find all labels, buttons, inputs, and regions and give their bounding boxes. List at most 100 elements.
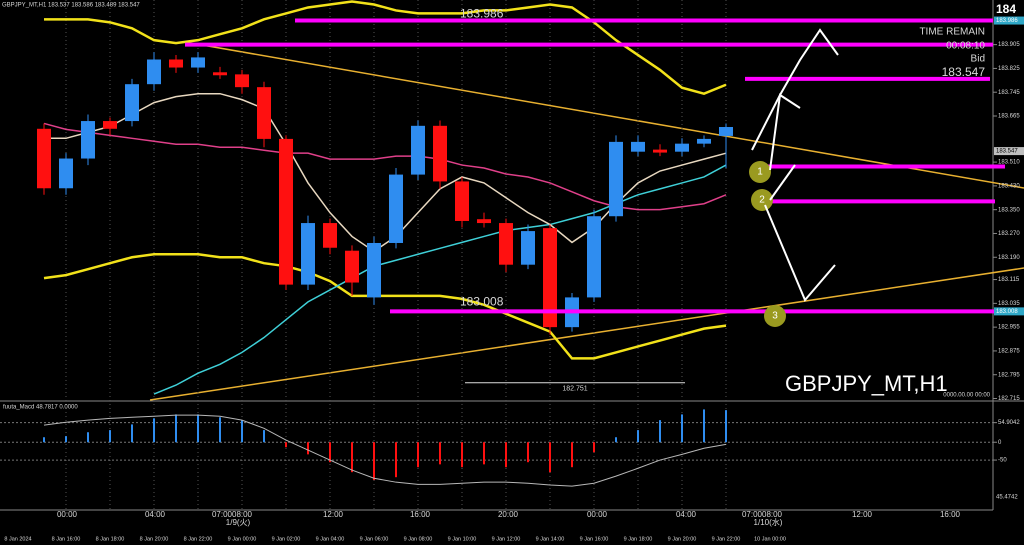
point-label: 1 xyxy=(757,167,763,178)
point-label: 3 xyxy=(772,311,778,322)
timer-label: TIME REMAIN xyxy=(919,27,985,38)
x-date-label: 1/10(水) xyxy=(754,517,783,527)
point-label: 2 xyxy=(759,195,765,206)
candle-body xyxy=(433,125,447,182)
candle-body xyxy=(59,158,73,189)
candle-body xyxy=(521,231,535,265)
candle-body xyxy=(213,72,227,76)
y-tick-label: 183.270 xyxy=(998,231,1020,237)
x-tick-label: 8 Jan 20:00 xyxy=(140,536,169,542)
candle-body xyxy=(103,121,117,129)
indicator-line xyxy=(44,0,727,96)
chart-title: GBPJPY_MT,H1 183.537 183.586 183.489 183… xyxy=(2,3,140,9)
x-time-label: 16:00 xyxy=(940,510,961,519)
y-tick-label: 182.955 xyxy=(998,325,1020,331)
x-tick-label: 9 Jan 02:00 xyxy=(272,536,301,542)
x-time-label: 07:0008:00 xyxy=(212,510,253,519)
macd-signal xyxy=(43,414,727,487)
x-time-label: 04:00 xyxy=(676,510,697,519)
arrow-path xyxy=(751,28,839,151)
candle-body xyxy=(587,216,601,298)
x-tick-label: 9 Jan 00:00 xyxy=(228,536,257,542)
corner-label: 184 xyxy=(996,2,1016,16)
x-time-label: 16:00 xyxy=(410,510,431,519)
bid-label: Bid xyxy=(971,54,985,65)
x-tick-label: 9 Jan 20:00 xyxy=(668,536,697,542)
macd-min-label: 45.4742 xyxy=(996,495,1018,501)
arrow-path xyxy=(769,164,796,201)
point-marker xyxy=(764,305,786,327)
candle-body xyxy=(37,128,51,189)
candle-body xyxy=(499,223,513,265)
y-tick-label: 183.115 xyxy=(998,277,1020,283)
x-tick-label: 9 Jan 12:00 xyxy=(492,536,521,542)
candle-body xyxy=(279,138,293,285)
macd-title: fuuta_Macd 48.7817 0.0000 xyxy=(3,405,78,411)
price-tag-label: 183.986 xyxy=(996,18,1018,24)
price-tag-label: 183.008 xyxy=(996,309,1018,315)
candle-body xyxy=(719,127,733,136)
x-tick-label: 9 Jan 18:00 xyxy=(624,536,653,542)
x-tick-label: 8 Jan 16:00 xyxy=(52,536,81,542)
bid-value: 183.547 xyxy=(942,65,986,79)
x-tick-label: 8 Jan 2024 xyxy=(4,536,31,542)
candle-body xyxy=(191,57,205,68)
trend-line xyxy=(184,41,1024,189)
x-time-label: 00:00 xyxy=(587,510,608,519)
price-tag xyxy=(994,307,1024,316)
point-marker xyxy=(749,161,771,183)
y-tick-label: 183.430 xyxy=(998,183,1020,189)
level-label: 183.986 xyxy=(460,7,504,21)
x-time-label: 07:0008:00 xyxy=(742,510,783,519)
timer-time: 00:08:10 xyxy=(946,41,985,52)
candle-body xyxy=(653,149,667,153)
indicator-line xyxy=(43,253,727,360)
candle-body xyxy=(631,141,645,152)
y-tick-label: 183.510 xyxy=(998,160,1020,166)
x-tick-label: 9 Jan 10:00 xyxy=(448,536,477,542)
y-tick-label: 183.350 xyxy=(998,207,1020,213)
candle-body xyxy=(455,181,469,221)
y-tick-label: 183.745 xyxy=(998,90,1020,96)
y-tick-label: -50 xyxy=(998,458,1007,464)
candle-body xyxy=(147,59,161,85)
candle-body xyxy=(257,87,271,139)
candle-body xyxy=(301,223,315,285)
candle-body xyxy=(609,141,623,217)
price-tag xyxy=(994,147,1024,156)
watermark: GBPJPY_MT,H1 xyxy=(785,371,948,396)
candle-body xyxy=(169,59,183,68)
candle-body xyxy=(323,223,337,248)
candle-body xyxy=(81,121,95,159)
y-tick-label: 183.035 xyxy=(998,301,1020,307)
candle-body xyxy=(697,138,711,144)
x-tick-label: 9 Jan 04:00 xyxy=(316,536,345,542)
x-tick-label: 9 Jan 22:00 xyxy=(712,536,741,542)
candle-body xyxy=(477,219,491,224)
arrow-path xyxy=(769,93,801,171)
indicator-line xyxy=(153,164,727,395)
x-tick-label: 9 Jan 08:00 xyxy=(404,536,433,542)
x-tick-label: 8 Jan 22:00 xyxy=(184,536,213,542)
x-time-label: 04:00 xyxy=(145,510,166,519)
y-tick-label: 182.715 xyxy=(998,396,1020,402)
candle-body xyxy=(367,242,381,298)
candle-body xyxy=(125,84,139,122)
candle-body xyxy=(411,125,425,175)
y-tick-label: 183.190 xyxy=(998,255,1020,261)
y-tick-label: 54.9042 xyxy=(998,420,1020,426)
candle-body xyxy=(345,250,359,283)
candle-body xyxy=(235,74,249,88)
candle-body xyxy=(389,174,403,243)
x-tick-label: 9 Jan 06:00 xyxy=(360,536,389,542)
y-tick-label: 0 xyxy=(998,440,1002,446)
x-time-label: 20:00 xyxy=(498,510,519,519)
price-tag xyxy=(994,16,1024,25)
x-time-label: 12:00 xyxy=(323,510,344,519)
y-tick-label: 183.905 xyxy=(998,42,1020,48)
low-marker-label: 182.751 xyxy=(562,386,587,393)
arrow-path xyxy=(764,204,836,302)
